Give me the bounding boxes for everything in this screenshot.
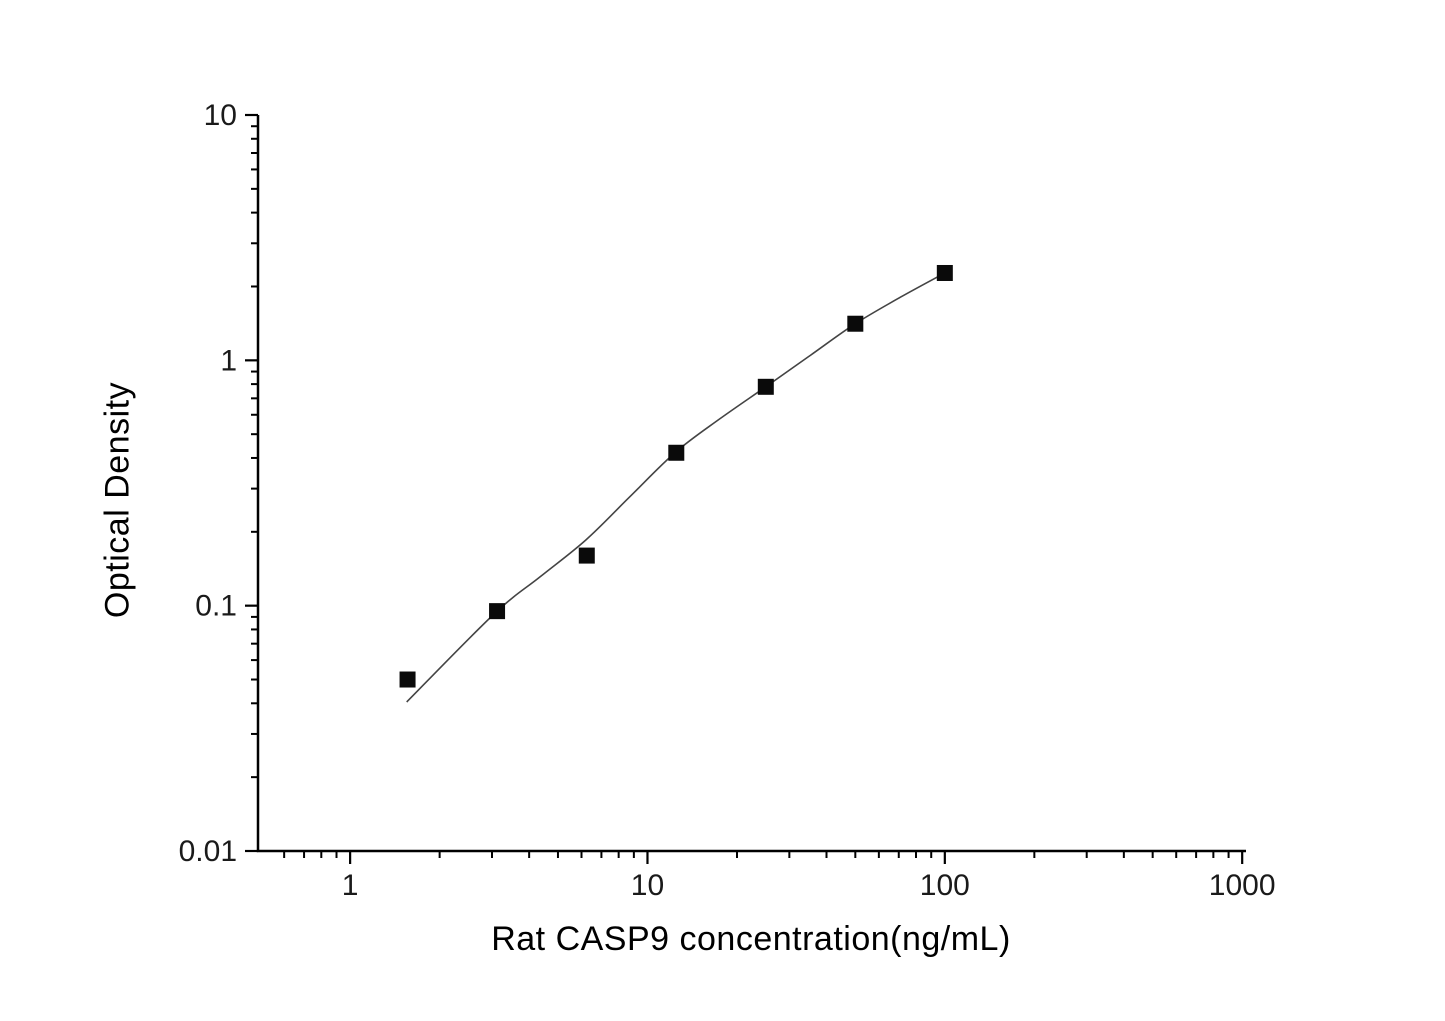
data-point-marker — [578, 547, 595, 564]
x-tick-label: 100 — [920, 869, 970, 902]
y-tick-label: 0.1 — [195, 590, 237, 623]
y-tick-label: 0.01 — [179, 835, 237, 868]
x-tick-label: 10 — [631, 869, 664, 902]
data-point-marker — [936, 264, 953, 281]
x-axis-title: Rat CASP9 concentration(ng/mL) — [491, 920, 1011, 958]
x-tick-label: 1000 — [1209, 869, 1276, 902]
y-axis-title: Optical Density — [98, 381, 137, 619]
fit-curve — [406, 272, 946, 703]
data-point-marker — [847, 315, 864, 332]
data-point-marker — [668, 444, 685, 461]
data-point-marker — [399, 671, 416, 688]
data-point-marker — [489, 603, 506, 620]
y-tick-label: 10 — [204, 99, 237, 132]
y-tick-label: 1 — [220, 344, 237, 377]
data-point-marker — [757, 378, 774, 395]
x-tick-label: 1 — [342, 869, 359, 902]
